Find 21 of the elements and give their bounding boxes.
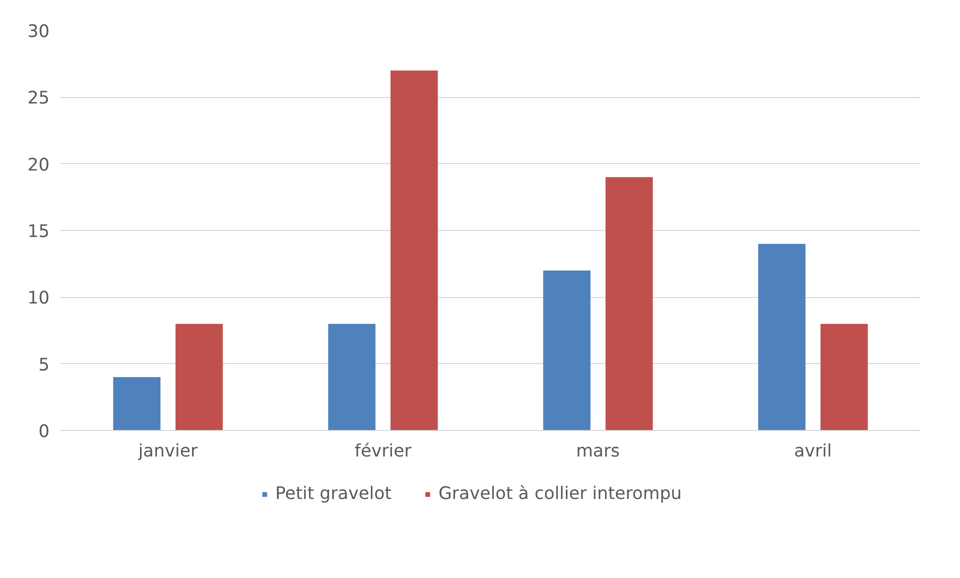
legend-label: Gravelot à collier interompu	[438, 484, 682, 504]
x-tick-label: avril	[794, 442, 832, 462]
y-tick-label: 10	[27, 288, 50, 309]
bar	[758, 244, 806, 430]
x-tick-label: mars	[576, 442, 620, 462]
y-tick-label: 20	[27, 155, 50, 176]
bar	[113, 377, 160, 430]
bar	[543, 270, 590, 430]
y-tick-label: 25	[27, 88, 50, 109]
y-tick-label: 0	[38, 422, 50, 442]
y-tick-label: 5	[38, 355, 50, 376]
x-tick-label: février	[354, 442, 412, 462]
legend-label: Petit gravelot	[275, 484, 392, 504]
bar	[820, 324, 868, 430]
bar	[328, 324, 376, 430]
y-tick-label: 15	[27, 222, 50, 242]
bar	[390, 70, 438, 430]
y-tick-label: 30	[27, 22, 50, 42]
bar	[176, 324, 223, 430]
x-tick-label: janvier	[137, 442, 199, 462]
bar	[606, 177, 653, 430]
